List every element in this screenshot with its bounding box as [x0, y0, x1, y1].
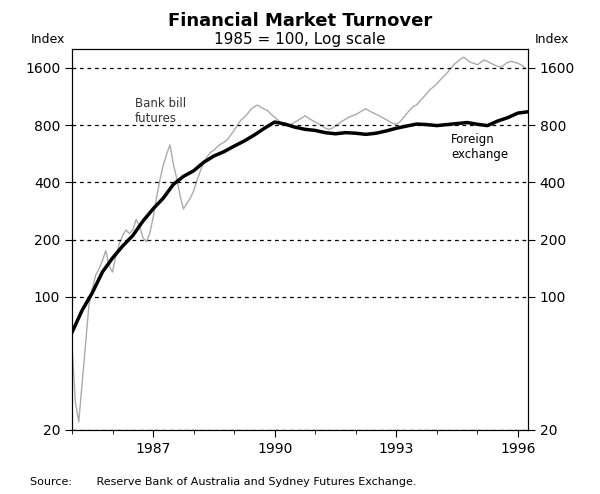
Text: Bank bill
futures: Bank bill futures	[135, 97, 186, 125]
Text: Financial Market Turnover: Financial Market Turnover	[168, 12, 432, 30]
Text: Source:       Reserve Bank of Australia and Sydney Futures Exchange.: Source: Reserve Bank of Australia and Sy…	[30, 477, 416, 487]
Text: 1985 = 100, Log scale: 1985 = 100, Log scale	[214, 32, 386, 47]
Text: Foreign
exchange: Foreign exchange	[451, 133, 508, 162]
Text: Index: Index	[31, 33, 65, 45]
Text: Index: Index	[535, 33, 569, 45]
